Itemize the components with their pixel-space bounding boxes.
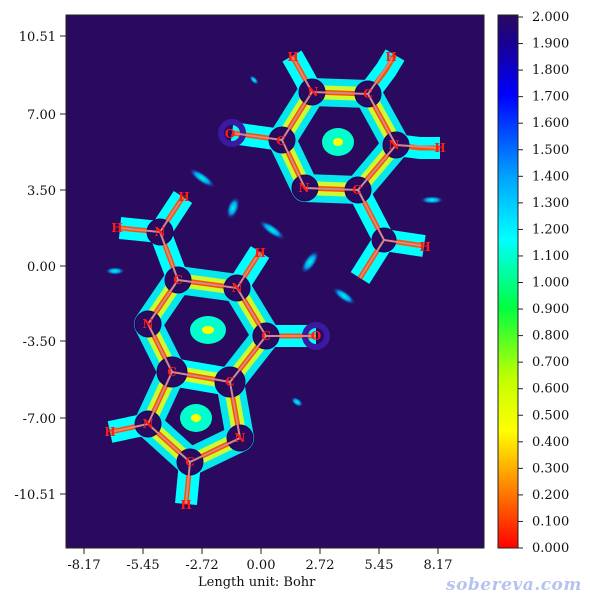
y-tick-label: 3.50 — [27, 184, 56, 199]
atom-label: H — [111, 221, 122, 235]
interaction-blobs — [105, 75, 444, 408]
colorbar-label: 0.000 — [532, 541, 569, 556]
atom-label: C — [185, 455, 195, 469]
colorbar-label: 0.300 — [532, 461, 569, 476]
atom-label-group: H H N C C N O H C H N H H N C N H N C O … — [104, 50, 445, 512]
colorbar-label: 1.600 — [532, 116, 569, 131]
y-tick-label: -10.51 — [14, 488, 56, 503]
atom-label: N — [155, 225, 166, 239]
plot-area — [66, 15, 484, 548]
colorbar-label: 1.200 — [532, 222, 569, 237]
watermark: sobereva.com — [446, 575, 582, 595]
colorbar — [497, 14, 519, 549]
atom-label: N — [308, 85, 319, 99]
x-tick-labels: -8.17 -5.45 -2.72 0.00 2.72 5.45 8.17 — [67, 558, 452, 573]
y-tick-label: 0.00 — [27, 260, 56, 275]
colorbar-label: 0.500 — [532, 408, 569, 423]
colorbar-label: 0.100 — [532, 514, 569, 529]
colorbar-label: 0.900 — [532, 302, 569, 317]
y-tick-label: 7.00 — [27, 108, 56, 123]
atom-label: N — [143, 417, 154, 431]
atom-label: C — [173, 273, 183, 287]
colorbar-label: 1.100 — [532, 249, 569, 264]
colorbar-label: 1.400 — [532, 169, 569, 184]
colorbar-label: 1.300 — [532, 196, 569, 211]
atom-label: H — [180, 498, 191, 512]
y-tick-label: -7.00 — [23, 412, 56, 427]
colorbar-label: 2.000 — [532, 10, 569, 25]
atom-label: C — [363, 87, 373, 101]
atom-label: H — [287, 50, 298, 64]
colorbar-label: 0.200 — [532, 488, 569, 503]
x-tick-label: -2.72 — [185, 558, 218, 573]
atom-label: O — [311, 329, 321, 343]
atom-label: H — [104, 425, 115, 439]
colorbar-label: 1.800 — [532, 63, 569, 78]
colorbar-label: 1.000 — [532, 276, 569, 291]
colorbar-ticks — [518, 16, 523, 549]
colorbar-label: 0.700 — [532, 355, 569, 370]
colorbar-label: 0.400 — [532, 435, 569, 450]
length-unit-label: Length unit: Bohr — [198, 575, 316, 590]
atom-label: N — [389, 138, 400, 152]
density-map: H H N C C N O H C H N H H N C N H N C O … — [104, 49, 446, 512]
atom-label: H — [254, 246, 265, 260]
colorbar-labels: 2.000 1.900 1.800 1.700 1.600 1.500 1.400 1.300… — [532, 10, 569, 556]
atom-label: O — [225, 127, 235, 141]
x-tick-label: 5.45 — [365, 558, 394, 573]
y-tick-label: 10.51 — [19, 30, 56, 45]
bond-lines — [109, 54, 441, 505]
atom-label: H — [178, 190, 189, 204]
x-axis — [83, 548, 439, 554]
plot-frame — [65, 14, 485, 549]
x-tick-label: -5.45 — [126, 558, 159, 573]
atom-label: N — [232, 281, 243, 295]
colorbar-label: 0.800 — [532, 329, 569, 344]
atom-label: C — [225, 375, 235, 389]
y-axis — [60, 35, 66, 495]
x-tick-label: 2.72 — [306, 558, 335, 573]
atom-label: C — [167, 365, 177, 379]
atom-label: H — [419, 240, 430, 254]
colorbar-label: 1.700 — [532, 90, 569, 105]
x-tick-label: 0.00 — [247, 558, 276, 573]
atom-label: N — [143, 317, 154, 331]
atom-label: N — [299, 181, 310, 195]
colorbar-label: 0.600 — [532, 382, 569, 397]
y-tick-label: -3.50 — [23, 335, 56, 350]
colorbar-label: 1.900 — [532, 37, 569, 52]
colorbar-label: 1.500 — [532, 143, 569, 158]
atom-label: H — [385, 50, 396, 64]
atom-label: C — [352, 183, 362, 197]
atom-label: C — [261, 329, 271, 343]
atom-label: H — [434, 141, 445, 155]
x-tick-label: -8.17 — [67, 558, 100, 573]
atom-label: N — [235, 431, 246, 445]
atom-label: C — [276, 134, 286, 148]
x-tick-label: 8.17 — [424, 558, 453, 573]
y-tick-labels: 10.51 7.00 3.50 0.00 -3.50 -7.00 -10.51 — [14, 30, 56, 503]
